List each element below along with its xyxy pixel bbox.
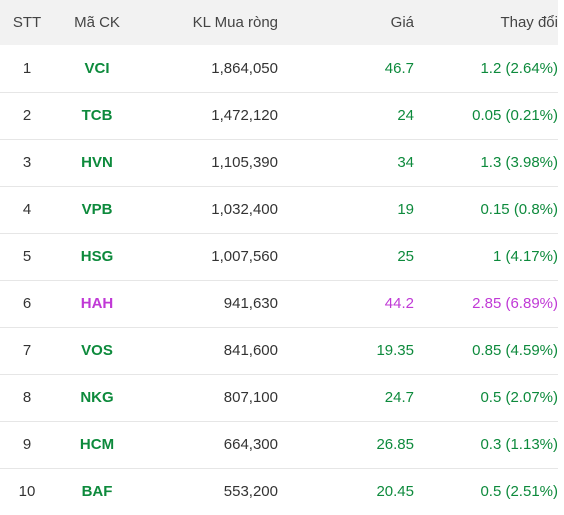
table-row[interactable]: 7 VOS 841,600 19.35 0.85 (4.59%) [0,327,558,374]
header-price: Giá [390,14,414,31]
stock-symbol-link[interactable]: HVN [81,154,113,171]
stock-symbol-link[interactable]: HSG [80,248,114,265]
table-row[interactable]: 4 VPB 1,032,400 19 0.15 (0.8%) [0,186,558,233]
row-net-buy-volume: 841,600 [223,342,278,359]
row-stt: 9 [22,436,32,453]
stock-symbol-link[interactable]: VCI [84,59,110,77]
table-row[interactable]: 2 TCB 1,472,120 24 0.05 (0.21%) [0,92,558,139]
header-stt: STT [12,14,42,31]
table-row[interactable]: 9 HCM 664,300 26.85 0.3 (1.13%) [0,421,558,468]
header-symbol: Mã CK [74,14,120,31]
table-body: 1 VCI 1,864,050 46.7 1.2 (2.64%) 2 TCB 1,472,12… [0,45,558,515]
table-row[interactable]: 1 VCI 1,864,050 46.7 1.2 (2.64%) [0,45,558,92]
row-change: 2.85 (6.89%) [472,295,558,312]
row-change: 1.2 (2.64%) [480,59,558,77]
row-price: 24.7 [384,389,414,406]
stock-symbol-link[interactable]: HCM [79,436,115,453]
row-stt: 4 [22,201,32,218]
row-net-buy-volume: 664,300 [223,436,278,453]
row-price: 26.85 [376,436,414,453]
row-price: 19 [397,201,414,218]
table-row[interactable]: 5 HSG 1,007,560 25 1 (4.17%) [0,233,558,280]
row-stt: 6 [22,295,32,312]
table-row[interactable]: 3 HVN 1,105,390 34 1.3 (3.98%) [0,139,558,186]
row-net-buy-volume: 553,200 [223,483,278,501]
header-net-buy-volume: KL Mua ròng [192,14,278,31]
table-row[interactable]: 10 BAF 553,200 20.45 0.5 (2.51%) [0,468,558,515]
table-row[interactable]: 6 HAH 941,630 44.2 2.85 (6.89%) [0,280,558,327]
row-net-buy-volume: 1,864,050 [211,59,278,77]
row-change: 0.3 (1.13%) [480,436,558,453]
row-change: 0.05 (0.21%) [472,107,558,124]
row-stt: 8 [22,389,32,406]
row-change: 0.5 (2.07%) [480,389,558,406]
stock-symbol-link[interactable]: BAF [81,483,113,501]
row-net-buy-volume: 1,472,120 [211,107,278,124]
row-price: 20.45 [376,483,414,501]
row-change: 1 (4.17%) [492,248,558,265]
row-change: 0.5 (2.51%) [480,483,558,501]
row-stt: 7 [22,342,32,359]
row-change: 0.85 (4.59%) [472,342,558,359]
table-row[interactable]: 8 NKG 807,100 24.7 0.5 (2.07%) [0,374,558,421]
row-price: 19.35 [376,342,414,359]
row-net-buy-volume: 1,105,390 [211,154,278,171]
stock-symbol-link[interactable]: NKG [80,389,114,406]
header-change: Thay đổi [500,14,558,31]
row-price: 25 [397,248,414,265]
row-stt: 1 [22,59,32,77]
stock-symbol-link[interactable]: VPB [81,201,113,218]
row-price: 46.7 [384,59,414,77]
row-change: 1.3 (3.98%) [480,154,558,171]
row-stt: 10 [18,483,36,501]
row-net-buy-volume: 941,630 [223,295,278,312]
row-stt: 5 [22,248,32,265]
stock-symbol-link[interactable]: TCB [81,107,113,124]
row-net-buy-volume: 1,007,560 [211,248,278,265]
table-header: STT Mã CK KL Mua ròng Giá Thay đổi [0,0,558,45]
row-net-buy-volume: 1,032,400 [211,201,278,218]
stock-symbol-link[interactable]: HAH [80,295,114,312]
row-net-buy-volume: 807,100 [223,389,278,406]
row-stt: 3 [22,154,32,171]
row-price: 24 [397,107,414,124]
row-price: 34 [397,154,414,171]
stock-symbol-link[interactable]: VOS [81,342,113,359]
row-change: 0.15 (0.8%) [480,201,558,218]
header-row: STT Mã CK KL Mua ròng Giá Thay đổi [0,0,558,45]
row-stt: 2 [22,107,32,124]
row-price: 44.2 [384,295,414,312]
